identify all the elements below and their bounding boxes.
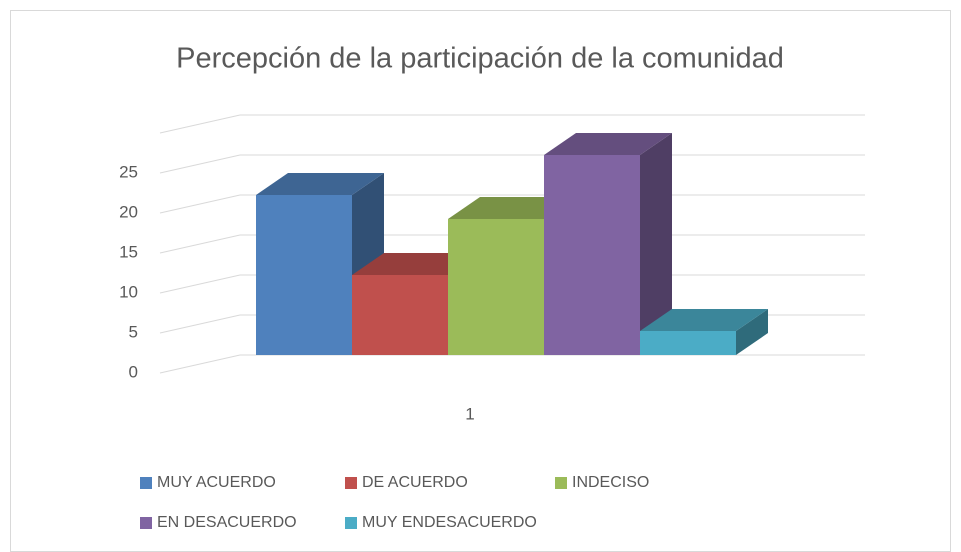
legend-label: DE ACUERDO xyxy=(362,474,468,491)
bar xyxy=(352,275,448,355)
bar xyxy=(256,195,352,355)
grid-line-side xyxy=(159,354,241,374)
y-tick-label: 10 xyxy=(119,282,138,301)
legend-label: MUY ENDESACUERDO xyxy=(362,514,537,531)
grid-line-side xyxy=(159,154,241,174)
y-tick-label: 15 xyxy=(119,242,138,261)
wall-top-side xyxy=(159,114,241,134)
grid-line-side xyxy=(159,234,241,254)
y-tick-label: 5 xyxy=(129,322,138,341)
legend-label: INDECISO xyxy=(572,474,649,491)
legend-swatch xyxy=(345,477,357,489)
legend-swatch xyxy=(140,517,152,529)
bar xyxy=(544,155,640,355)
grid-line-side xyxy=(159,274,241,294)
bar-side xyxy=(736,309,768,355)
grid-line-side xyxy=(159,194,241,214)
bar-side xyxy=(640,133,672,355)
legend-swatch xyxy=(345,517,357,529)
bar-top xyxy=(640,309,768,331)
legend-swatch xyxy=(555,477,567,489)
y-tick-label: 20 xyxy=(119,202,138,221)
grid-line-side xyxy=(159,314,241,334)
bar xyxy=(448,219,544,355)
bar-top xyxy=(256,173,384,195)
legend-label: MUY ACUERDO xyxy=(157,474,276,491)
y-tick-label: 25 xyxy=(119,162,138,181)
bar xyxy=(640,331,736,355)
x-tick-label: 1 xyxy=(465,404,474,423)
legend-swatch xyxy=(140,477,152,489)
bar-top xyxy=(544,133,672,155)
legend-label: EN DESACUERDO xyxy=(157,514,297,531)
y-tick-label: 0 xyxy=(129,362,138,381)
chart-title: Percepción de la participación de la com… xyxy=(176,43,784,75)
